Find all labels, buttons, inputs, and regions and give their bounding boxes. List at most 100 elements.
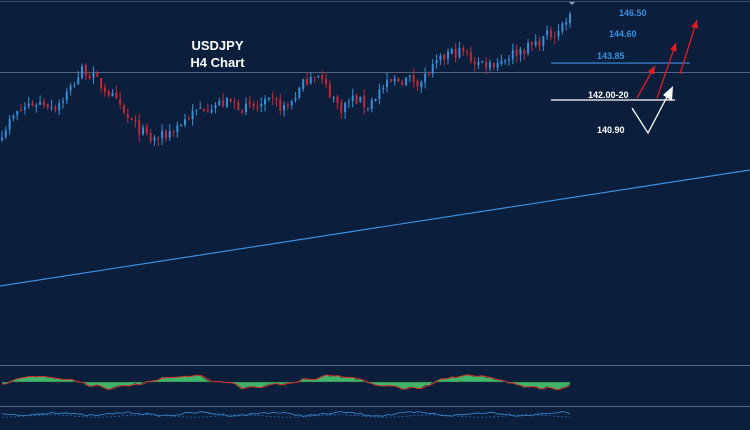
candle-body [351, 95, 354, 101]
candle-body [279, 99, 282, 111]
candle-body [27, 103, 30, 107]
candle-body [405, 77, 408, 86]
candle-body [496, 62, 499, 68]
candle-body [96, 72, 99, 77]
candle-body [241, 110, 244, 113]
target-arrow-line [656, 42, 677, 99]
oscillator-signal-line [1, 374, 571, 391]
candle-body [412, 75, 415, 82]
candle-body [366, 107, 369, 109]
candle-body [229, 98, 232, 102]
level-label-144-60: 144.60 [609, 29, 637, 39]
candle-body [523, 50, 526, 55]
candle-body [325, 78, 328, 84]
candle-body [302, 79, 305, 89]
candle-body [435, 60, 438, 64]
candle-body [84, 65, 87, 76]
candle-body [294, 98, 297, 101]
candle-body [81, 66, 84, 79]
candle-body [538, 40, 541, 47]
candle-body [534, 41, 537, 46]
candle-body [271, 97, 274, 99]
candle-body [386, 80, 389, 88]
candle-body [218, 100, 221, 106]
candle-body [305, 78, 308, 85]
candle-body [164, 130, 167, 139]
candle-body [374, 98, 377, 101]
candle-body [126, 114, 129, 118]
candle-body [252, 104, 255, 107]
candle-body [183, 119, 186, 126]
candle-body [256, 106, 259, 108]
candle-body [393, 78, 396, 82]
level-label-146-50: 146.50 [619, 8, 647, 18]
candle-body [553, 36, 556, 38]
candle-body [20, 109, 23, 111]
candle-body [500, 60, 503, 64]
candle-body [142, 127, 145, 135]
candle-body [4, 130, 7, 137]
candle-body [290, 101, 293, 106]
candle-body [157, 138, 160, 140]
candle-body [427, 73, 430, 75]
target-arrowhead-icon [691, 20, 698, 29]
candle-body [508, 59, 511, 61]
level-label-142-00-20: 142.00-20 [588, 90, 629, 100]
chart-title: USDJPY [191, 38, 244, 53]
target-arrowhead-icon [648, 66, 655, 75]
candle-body [363, 95, 366, 108]
candle-body [16, 111, 19, 116]
candle-body [264, 98, 267, 105]
candle-body [222, 100, 225, 107]
candle-body [168, 130, 171, 138]
candle-body [313, 76, 316, 78]
candle-body [23, 107, 26, 110]
candle-body [206, 110, 209, 112]
candle-body [466, 51, 469, 53]
candle-body [65, 91, 68, 101]
target-arrow-line [679, 19, 698, 75]
candle-body [469, 52, 472, 62]
lower-indicator-dotted-line [1, 414, 571, 418]
scroll-marker-icon [569, 2, 575, 5]
candle-body [286, 104, 289, 106]
candle-body [191, 110, 194, 120]
candle-body [8, 119, 11, 130]
candle-body [149, 132, 152, 142]
candle-body [161, 130, 164, 139]
level-label-143-85: 143.85 [597, 51, 625, 61]
chart-subtitle: H4 Chart [190, 55, 245, 70]
candle-body [515, 49, 518, 56]
candle-body [237, 101, 240, 111]
candle-body [260, 104, 263, 107]
candle-body [443, 54, 446, 60]
candle-body [46, 104, 49, 108]
candle-body [344, 102, 347, 112]
target-arrowhead-icon [670, 43, 677, 52]
candle-body [359, 96, 362, 103]
candle-body [275, 98, 278, 101]
candle-body [477, 61, 480, 65]
candle-body [214, 105, 217, 109]
candle-body [317, 76, 320, 78]
candle-body [54, 106, 57, 110]
level-label-140-90: 140.90 [597, 125, 625, 135]
scenario-arrowhead-icon [663, 86, 673, 101]
candle-body [267, 97, 270, 100]
candle-body [397, 78, 400, 82]
candle-body [389, 79, 392, 82]
candle-body [283, 105, 286, 111]
candle-body [100, 77, 103, 89]
candle-body [488, 62, 491, 69]
candle-body [458, 47, 461, 58]
candle-body [73, 84, 76, 86]
candle-body [111, 92, 114, 97]
candle-body [233, 100, 236, 102]
candle-body [103, 87, 106, 92]
candle-body [546, 30, 549, 36]
candle-body [61, 100, 64, 103]
candle-body [77, 77, 80, 85]
candle-body [431, 63, 434, 74]
candle-body [511, 50, 514, 60]
